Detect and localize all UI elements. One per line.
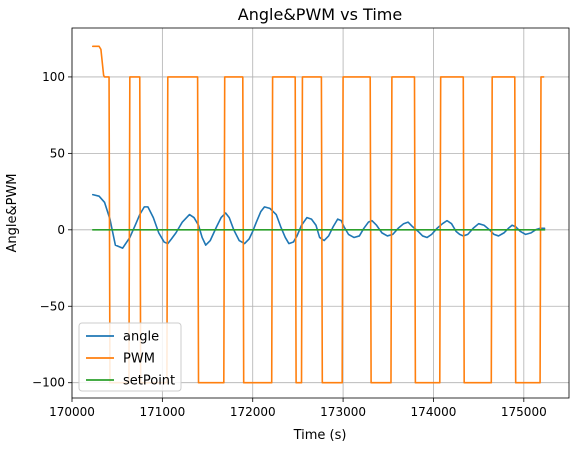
legend: angle PWM setPoint [78,322,182,392]
legend-label-angle: angle [123,330,159,345]
x-axis-ticks: 170000 171000 172000 173000 174000 175000 [49,398,547,419]
axes-frame [71,27,570,399]
x-tick-label: 175000 [501,405,547,419]
y-tick-label: 50 [50,146,65,160]
y-axis-ticks: −100 −50 0 50 100 [32,70,72,390]
x-tick-label: 173000 [320,405,366,419]
legend-label-pwm: PWM [123,352,155,367]
x-tick-label: 170000 [49,405,95,419]
x-axis-label: Time (s) [293,428,347,443]
y-tick-label: −100 [32,376,65,390]
y-tick-label: 0 [57,223,65,237]
x-tick-label: 172000 [230,405,276,419]
y-axis-label: Angle&PWM [5,173,20,252]
x-tick-label: 171000 [139,405,185,419]
chart-title: Angle&PWM vs Time [238,5,402,24]
x-tick-label: 174000 [411,405,457,419]
legend-box [78,322,182,392]
y-tick-label: 100 [42,70,65,84]
legend-label-setpoint: setPoint [123,374,175,389]
y-tick-label: −50 [40,299,65,313]
